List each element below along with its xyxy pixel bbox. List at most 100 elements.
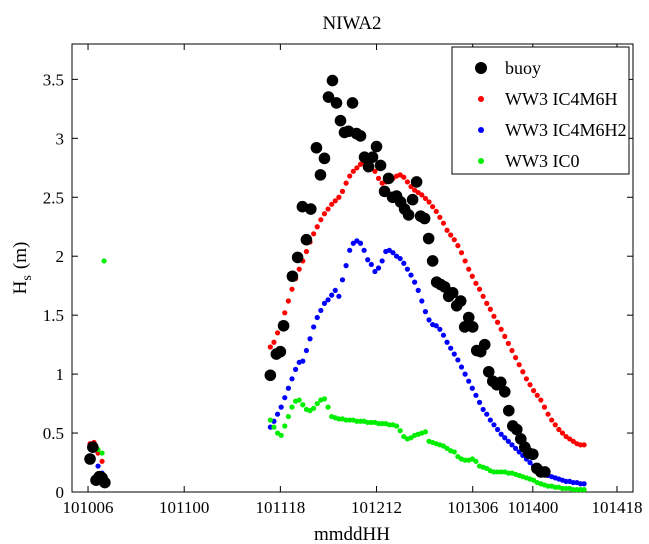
data-point — [473, 280, 479, 286]
data-point — [491, 469, 497, 475]
data-point — [433, 208, 439, 215]
data-point — [267, 417, 273, 423]
data-point — [321, 396, 328, 402]
data-point — [410, 176, 423, 188]
data-point — [494, 376, 507, 389]
data-point — [271, 424, 277, 430]
data-point — [509, 442, 515, 448]
svg-text:Hs(m): Hs (m) — [10, 242, 35, 295]
data-point — [563, 485, 569, 492]
data-point — [473, 458, 479, 464]
data-point — [510, 423, 523, 436]
data-point — [531, 388, 537, 394]
data-point — [101, 258, 107, 264]
data-point — [552, 422, 558, 428]
y-axis-label-main: H — [10, 280, 31, 294]
data-point — [502, 333, 508, 339]
data-point — [282, 395, 288, 401]
data-point — [289, 376, 295, 382]
data-point — [455, 357, 461, 363]
data-point — [402, 209, 415, 221]
data-point — [484, 411, 490, 417]
data-point — [433, 323, 439, 329]
data-point — [415, 287, 421, 293]
data-point — [264, 369, 277, 382]
data-point — [454, 295, 467, 307]
data-point — [426, 317, 432, 323]
data-point — [556, 426, 562, 433]
data-point — [466, 266, 472, 272]
data-point — [505, 470, 511, 476]
data-point — [330, 97, 343, 109]
data-point — [498, 431, 504, 437]
data-point — [482, 365, 495, 378]
data-point — [487, 306, 493, 312]
data-point — [329, 292, 335, 298]
data-point — [325, 404, 331, 410]
data-point — [455, 243, 461, 249]
data-point — [347, 417, 353, 423]
data-point — [539, 466, 551, 478]
data-point — [401, 260, 407, 266]
data-point — [577, 481, 584, 487]
data-point — [274, 345, 287, 358]
chart-title: NIWA2 — [322, 13, 381, 34]
data-point — [357, 418, 364, 424]
data-point — [451, 351, 457, 357]
data-point — [462, 371, 468, 377]
data-point — [375, 421, 382, 427]
data-point — [527, 459, 533, 466]
y-axis-label-unit: (m) — [10, 242, 31, 269]
data-point — [581, 442, 587, 448]
data-point — [527, 382, 533, 388]
data-point — [300, 402, 306, 408]
data-point — [444, 227, 450, 233]
series-ww3-ic4m6h — [87, 159, 587, 464]
data-point — [296, 397, 302, 403]
legend-label: WW3 IC4M6H — [505, 89, 617, 109]
data-point — [534, 392, 540, 398]
data-point — [494, 426, 501, 433]
legend-marker — [478, 96, 484, 102]
data-point — [545, 411, 551, 417]
legend-marker — [478, 158, 484, 164]
data-point — [99, 450, 105, 456]
data-point — [505, 438, 511, 444]
y-tick-label: 2.5 — [43, 188, 64, 207]
data-point — [563, 478, 569, 484]
data-point — [291, 251, 304, 264]
data-point — [318, 152, 331, 165]
data-point — [559, 485, 566, 492]
data-point — [347, 173, 353, 179]
data-point — [462, 457, 468, 463]
data-point — [303, 347, 310, 354]
data-point — [577, 442, 584, 448]
data-point — [469, 385, 475, 391]
data-point — [448, 232, 454, 238]
data-point — [418, 212, 431, 225]
data-point — [366, 151, 379, 163]
data-point — [329, 201, 335, 207]
data-point — [577, 487, 584, 493]
data-point — [354, 418, 360, 424]
data-point — [325, 297, 331, 303]
data-point — [458, 321, 471, 333]
y-tick-label: 0 — [56, 483, 65, 502]
data-point — [581, 481, 587, 487]
data-point — [307, 336, 313, 342]
y-tick-label: 3 — [56, 129, 65, 148]
data-point — [440, 220, 447, 226]
data-point — [390, 250, 396, 256]
data-point — [570, 487, 576, 493]
data-point — [334, 114, 347, 127]
data-marks — [84, 74, 587, 493]
data-point — [462, 258, 468, 264]
data-point — [303, 248, 310, 255]
data-point — [505, 340, 511, 347]
data-point — [336, 293, 342, 299]
data-point — [95, 463, 101, 469]
data-point — [339, 277, 346, 283]
data-point — [321, 211, 328, 217]
y-axis-label-subscript: s — [20, 275, 35, 280]
data-point — [84, 453, 96, 465]
